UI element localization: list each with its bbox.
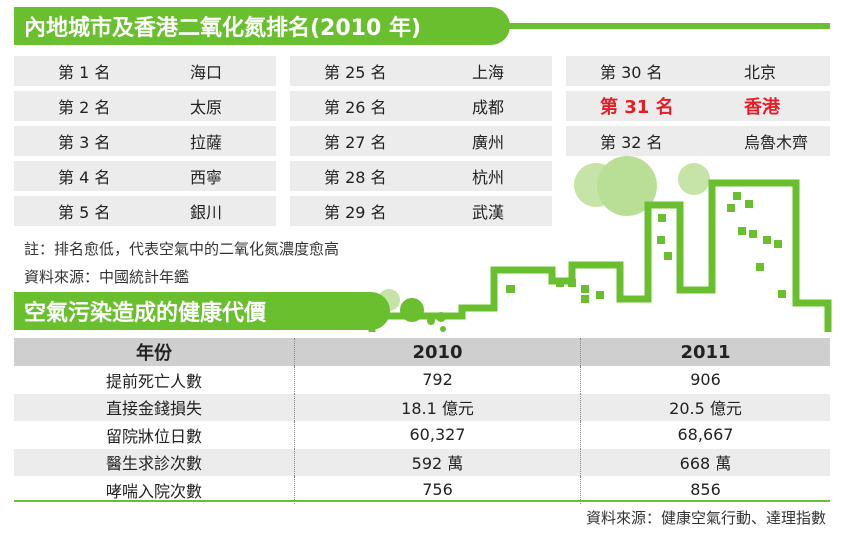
city-name: 海口 <box>190 63 223 82</box>
rank-label: 第 26 名 <box>324 98 387 117</box>
header-2011: 2011 <box>580 338 830 366</box>
row-label: 醫生求診次數 <box>105 454 202 474</box>
city-name: 杭州 <box>472 168 505 187</box>
value-2010: 792 <box>294 366 580 394</box>
value-2010: 18.1 億元 <box>294 393 580 421</box>
rank-label: 第 1 名 <box>58 63 111 82</box>
rank-label: 第 3 名 <box>58 133 111 152</box>
table-header-row: 年份 2010 2011 <box>14 338 830 366</box>
city-name: 武漢 <box>472 203 505 222</box>
value-2010: 60,327 <box>294 421 580 449</box>
rank-label: 第 28 名 <box>324 168 387 187</box>
value-2011: 906 <box>580 366 830 394</box>
rank-label: 第 32 名 <box>600 133 663 152</box>
city-name: 成都 <box>472 98 505 117</box>
table-row: 直接金錢損失 18.1 億元 20.5 億元 <box>14 393 830 421</box>
ranking-row: 第 25 名 上海 <box>290 56 552 86</box>
rank-label: 第 2 名 <box>58 98 111 117</box>
ranking-column-2: 第 25 名 上海 第 26 名 成都 第 27 名 廣州 第 28 名 杭州 第 29… <box>290 56 552 231</box>
rank-label: 第 27 名 <box>324 133 387 152</box>
city-name: 烏魯木齊 <box>744 133 809 152</box>
city-name: 拉薩 <box>190 133 223 152</box>
city-name: 銀川 <box>190 203 223 222</box>
header-2010: 2010 <box>294 338 580 366</box>
city-name: 北京 <box>744 63 777 82</box>
rank-label-highlight: 第 31 名 <box>600 97 674 118</box>
health-table: 年份 2010 2011 提前死亡人數 792 906 直接金錢損失 18.1 … <box>14 338 830 504</box>
row-label: 提前死亡人數 <box>105 371 202 391</box>
city-name-highlight: 香港 <box>744 97 780 118</box>
rank-label: 第 4 名 <box>58 168 111 187</box>
value-2011: 856 <box>580 476 830 504</box>
ranking-row: 第 29 名 武漢 <box>290 196 552 226</box>
title-rule <box>500 23 830 29</box>
ranking-column-3: 第 30 名 北京 第 31 名 香港 第 32 名 烏魯木齊 <box>566 56 830 161</box>
ranking-row: 第 26 名 成都 <box>290 91 552 121</box>
health-title: 空氣污染造成的健康代價 <box>14 292 390 330</box>
ranking-title: 內地城市及香港二氧化氮排名(2010 年) <box>14 7 510 45</box>
rank-label: 第 29 名 <box>324 203 387 222</box>
ranking-row: 第 32 名 烏魯木齊 <box>566 126 830 156</box>
health-source: 資料來源：健康空氣行動、達理指數 <box>585 509 826 527</box>
table-bottom-rule <box>14 500 830 502</box>
ranking-row: 第 2 名 太原 <box>14 91 276 121</box>
decor-circle <box>400 298 424 322</box>
ranking-note: 註：排名愈低，代表空氣中的二氧化氮濃度愈高 <box>24 240 340 258</box>
ranking-row: 第 4 名 西寧 <box>14 161 276 191</box>
ranking-row: 第 28 名 杭州 <box>290 161 552 191</box>
value-2011: 68,667 <box>580 421 830 449</box>
decor-circle <box>436 312 446 322</box>
ranking-row-hong-kong: 第 31 名 香港 <box>566 91 830 121</box>
value-2010: 592 萬 <box>294 448 580 476</box>
ranking-row: 第 1 名 海口 <box>14 56 276 86</box>
table-row: 提前死亡人數 792 906 <box>14 366 830 394</box>
city-name: 西寧 <box>190 168 223 187</box>
decor-circle <box>678 163 710 195</box>
rank-label: 第 30 名 <box>600 63 663 82</box>
table-row: 醫生求診次數 592 萬 668 萬 <box>14 448 830 476</box>
row-label: 直接金錢損失 <box>105 399 202 419</box>
decor-circle <box>574 163 618 207</box>
city-name: 上海 <box>472 63 505 82</box>
ranking-source: 資料來源：中國統計年鑑 <box>24 268 190 286</box>
value-2010: 756 <box>294 476 580 504</box>
value-2011: 20.5 億元 <box>580 393 830 421</box>
ranking-row: 第 5 名 銀川 <box>14 196 276 226</box>
table-row: 留院牀位日數 60,327 68,667 <box>14 421 830 449</box>
value-2011: 668 萬 <box>580 448 830 476</box>
row-label: 哮喘入院次數 <box>105 481 202 501</box>
city-name: 太原 <box>190 98 223 117</box>
ranking-row: 第 30 名 北京 <box>566 56 830 86</box>
ranking-row: 第 3 名 拉薩 <box>14 126 276 156</box>
header-year: 年份 <box>136 343 172 364</box>
table-row: 哮喘入院次數 756 856 <box>14 476 830 504</box>
city-name: 廣州 <box>472 133 505 152</box>
decor-circle <box>597 156 657 216</box>
decor-circle <box>440 326 446 332</box>
row-label: 留院牀位日數 <box>105 426 202 446</box>
rank-label: 第 5 名 <box>58 203 111 222</box>
decor-circle <box>427 317 435 325</box>
ranking-column-1: 第 1 名 海口 第 2 名 太原 第 3 名 拉薩 第 4 名 西寧 第 5 名 銀川 <box>14 56 276 231</box>
ranking-row: 第 27 名 廣州 <box>290 126 552 156</box>
rank-label: 第 25 名 <box>324 63 387 82</box>
